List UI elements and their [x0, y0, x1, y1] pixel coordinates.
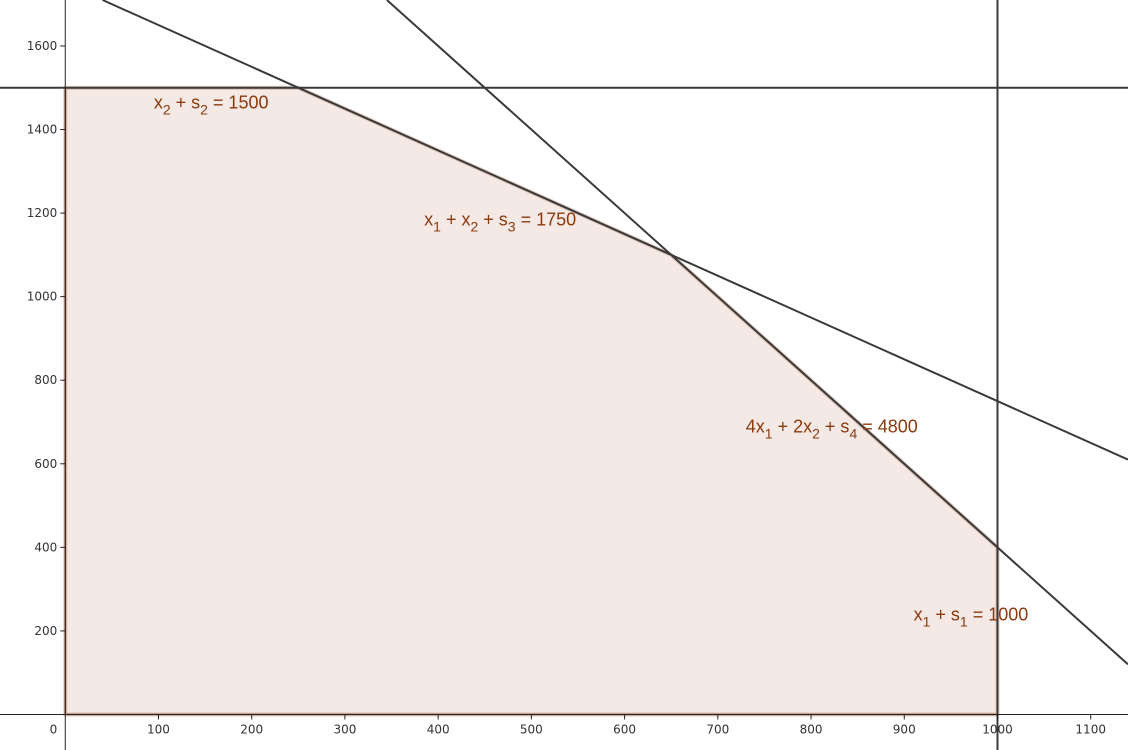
y-tick-label: 800: [34, 373, 57, 387]
constraint-label-1: x2 + s2 = 1500: [154, 93, 269, 118]
x-tick-label: 100: [147, 722, 170, 736]
constraint-label-2: x1 + x2 + s3 = 1750: [424, 210, 576, 235]
x-tick-label: 800: [800, 722, 823, 736]
constraint-label-3: 4x1 + 2x2 + s4 = 4800: [746, 416, 918, 441]
constraint-line-3: [102, 0, 1128, 461]
y-tick-label: 1200: [27, 206, 58, 220]
x-tick-label: 0: [50, 722, 58, 736]
x-tick-label: 300: [333, 722, 356, 736]
y-tick-label: 200: [34, 624, 57, 638]
constraint-line-4: [386, 0, 1128, 666]
y-tick-label: 1600: [27, 39, 58, 53]
x-tick-label: 900: [893, 722, 916, 736]
y-tick-label: 400: [34, 540, 57, 554]
x-tick-label: 600: [613, 722, 636, 736]
x-tick-label: 700: [706, 722, 729, 736]
x-tick-label: 500: [520, 722, 543, 736]
y-tick-label: 1000: [27, 290, 58, 304]
x-tick-label: 200: [240, 722, 263, 736]
constraint-label-4: x1 + s1 = 1000: [914, 604, 1029, 629]
x-tick-label: 1000: [982, 722, 1013, 736]
y-tick-label: 600: [34, 457, 57, 471]
y-tick-label: 1400: [27, 123, 58, 137]
feasible-region: [63, 85, 1000, 717]
x-tick-label: 400: [427, 722, 450, 736]
x-tick-label: 1100: [1075, 722, 1106, 736]
